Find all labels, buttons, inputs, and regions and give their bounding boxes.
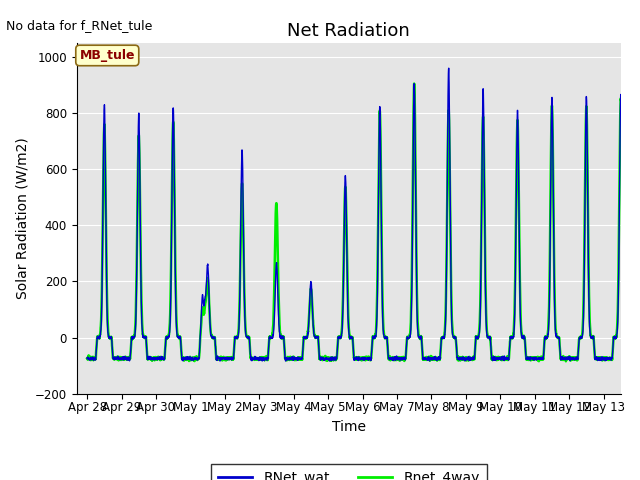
- Title: Net Radiation: Net Radiation: [287, 22, 410, 40]
- Legend: RNet_wat, Rnet_4way: RNet_wat, Rnet_4way: [211, 464, 487, 480]
- Text: No data for f_RNet_tule: No data for f_RNet_tule: [6, 19, 153, 32]
- X-axis label: Time: Time: [332, 420, 366, 434]
- Y-axis label: Solar Radiation (W/m2): Solar Radiation (W/m2): [15, 138, 29, 299]
- Text: MB_tule: MB_tule: [79, 49, 135, 62]
